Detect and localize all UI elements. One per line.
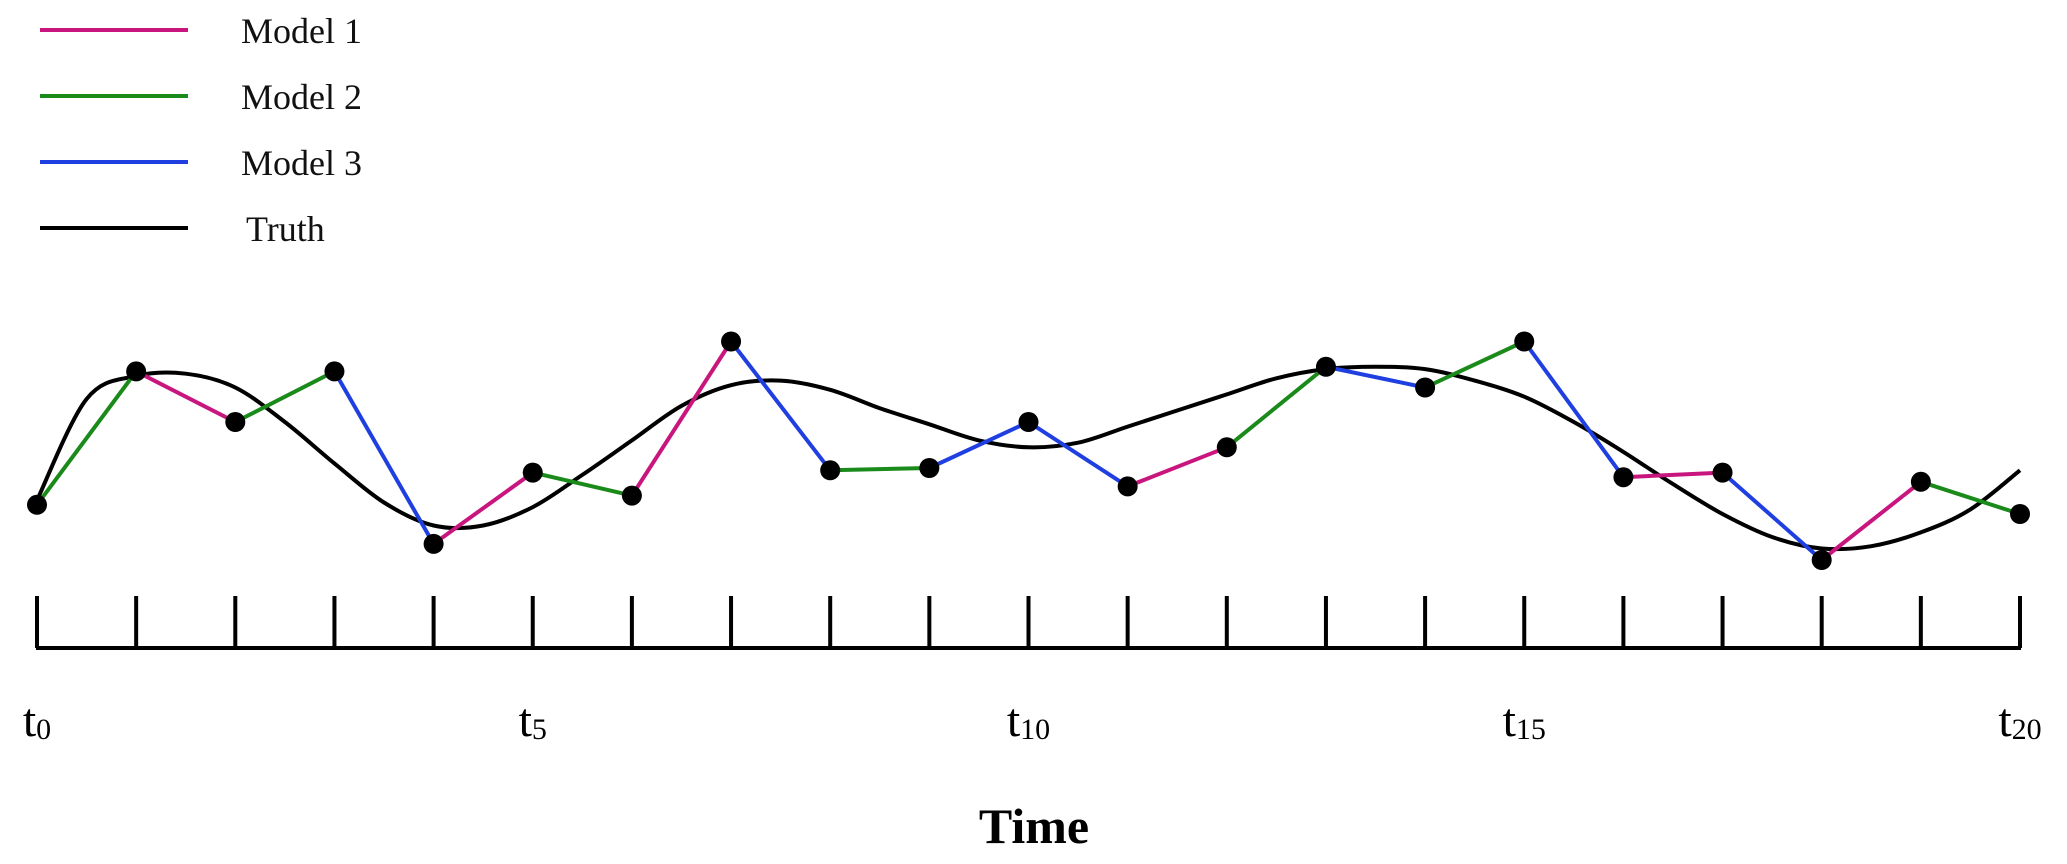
- segment-model-3-7-8: [729, 339, 833, 473]
- segment-model-1-18-19: [1819, 479, 1923, 562]
- segment-model-2-2-3: [233, 369, 337, 424]
- x-axis: [35, 596, 2022, 650]
- segment-model-2-14-15: [1423, 339, 1527, 390]
- observation-point-7: [721, 331, 742, 352]
- observation-point-15: [1514, 331, 1535, 352]
- observation-point-13: [1315, 356, 1336, 377]
- observation-point-12: [1216, 437, 1237, 458]
- segment-model-2-19-20: [1918, 479, 2022, 516]
- segment-model-2-8-9: [828, 466, 932, 473]
- observation-point-11: [1117, 476, 1138, 497]
- x-tick-label-base: t: [1503, 694, 1517, 747]
- x-tick-label-sub: 0: [36, 713, 51, 746]
- x-tick-label-base: t: [1998, 694, 2012, 747]
- observation-point-16: [1613, 467, 1634, 488]
- segment-model-1-11-12: [1125, 445, 1229, 489]
- observation-points: [27, 331, 2030, 570]
- legend-label-model-1: Model 1: [241, 11, 362, 51]
- observation-point-17: [1712, 462, 1733, 483]
- x-tick-label-base: t: [23, 694, 37, 747]
- observation-point-8: [820, 460, 841, 481]
- segment-model-2-5-6: [530, 470, 634, 498]
- observation-point-20: [2010, 504, 2030, 524]
- segment-model-3-15-16: [1522, 339, 1626, 480]
- truth-line: [35, 364, 2022, 552]
- x-tick-label-sub: 15: [1516, 713, 1546, 746]
- segment-model-2-0-1: [35, 369, 139, 507]
- x-tick-label-base: t: [1007, 694, 1021, 747]
- legend-label-truth: Truth: [246, 209, 325, 249]
- x-tick-label-sub: 20: [2012, 713, 2042, 746]
- x-tick-labels: t0 t5 t10 t15 t20: [23, 694, 2042, 747]
- observation-point-19: [1910, 471, 1931, 492]
- segment-model-3-3-4: [332, 369, 436, 546]
- legend-label-model-2: Model 2: [241, 77, 362, 117]
- legend-label-model-3: Model 3: [241, 143, 362, 183]
- observation-point-14: [1415, 377, 1436, 398]
- segment-model-1-16-17: [1621, 470, 1725, 480]
- observation-point-9: [919, 458, 940, 478]
- x-tick-label-sub: 10: [1020, 713, 1050, 746]
- segment-model-3-9-10: [927, 420, 1031, 470]
- segment-model-2-12-13: [1224, 364, 1328, 450]
- legend: Model 1 Model 2 Model 3 Truth: [40, 11, 362, 249]
- segment-model-3-10-11: [1026, 420, 1130, 489]
- x-axis-label: Time: [979, 798, 1089, 854]
- segment-model-3-17-18: [1720, 470, 1824, 562]
- observation-point-1: [126, 361, 147, 382]
- x-tick-label-20: t20: [1998, 694, 2041, 747]
- observation-point-5: [522, 462, 543, 483]
- observation-point-2: [225, 412, 246, 432]
- x-tick-label-sub: 5: [532, 713, 547, 746]
- model-segments: [35, 339, 2022, 562]
- x-tick-label-0: t0: [23, 694, 51, 747]
- x-tick-label-10: t10: [1007, 694, 1050, 747]
- x-tick-label-5: t5: [519, 694, 547, 747]
- x-tick-label-15: t15: [1503, 694, 1546, 747]
- segment-model-3-13-14: [1323, 364, 1428, 390]
- observation-point-10: [1018, 412, 1039, 432]
- observation-point-4: [423, 533, 444, 554]
- segment-model-1-1-2: [134, 369, 238, 424]
- observation-point-18: [1811, 550, 1832, 570]
- observation-point-6: [621, 485, 642, 506]
- segment-model-1-4-5: [431, 470, 535, 546]
- observation-point-0: [27, 494, 47, 515]
- x-tick-label-base: t: [519, 694, 533, 747]
- segment-model-1-6-7: [629, 339, 734, 498]
- observation-point-3: [324, 361, 345, 382]
